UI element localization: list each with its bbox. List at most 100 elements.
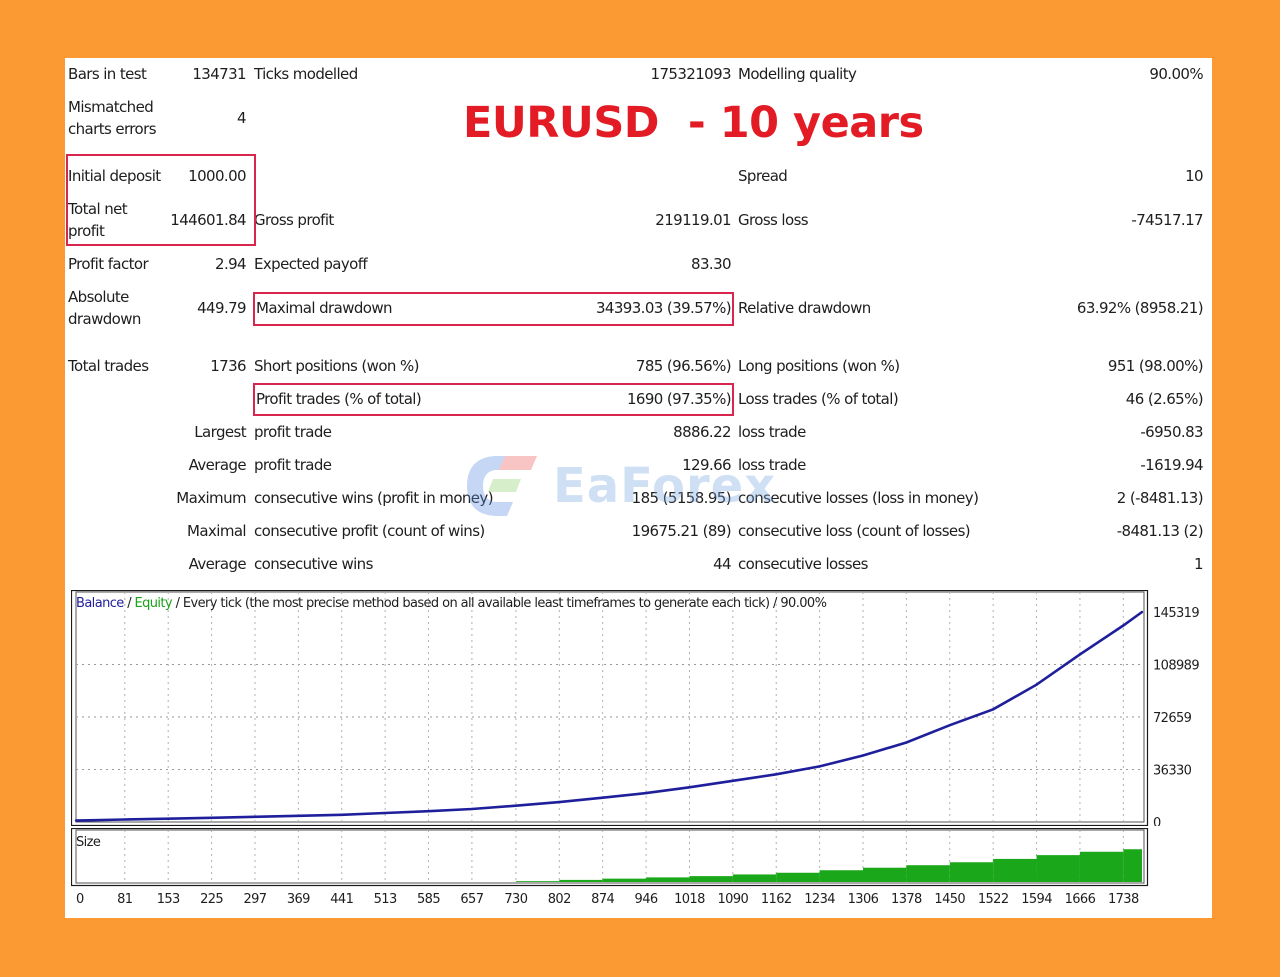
size-bar (602, 878, 647, 882)
x-tick-label: 657 (460, 892, 483, 907)
x-tick-label: 1594 (1021, 892, 1052, 907)
balance-point (688, 786, 691, 789)
long-positions-label: Long positions (won %) (738, 357, 900, 375)
size-bar (1036, 855, 1080, 882)
x-tick-label: 81 (117, 892, 133, 907)
absolute-drawdown-label-2: drawdown (68, 310, 141, 328)
balance-point (297, 814, 300, 817)
loss-trades-value: 46 (2.65%) (1125, 390, 1204, 408)
y-tick-label: 36330 (1153, 764, 1192, 779)
gross-loss-value: -74517.17 (1131, 211, 1203, 229)
x-tick-label: 802 (548, 892, 571, 907)
short-positions-value: 785 (96.56%) (635, 357, 732, 375)
maximal-label: Maximal (187, 522, 247, 540)
balance-point (340, 813, 343, 816)
largest-profit-value: 8886.22 (673, 423, 731, 441)
avg-consecutive-losses-value: 1 (1194, 555, 1204, 573)
maximum-label: Maximum (176, 489, 246, 507)
y-tick-label: 72659 (1153, 711, 1192, 726)
balance-point (470, 807, 474, 811)
size-bar (559, 879, 603, 882)
size-chart: Size 0 81 153 225 297 369 441 513 585 657 730 802 87… (71, 828, 1149, 907)
gross-profit-value: 219119.01 (655, 211, 731, 229)
size-bar (949, 862, 994, 882)
balance-point (427, 809, 430, 813)
size-bar (993, 858, 1037, 882)
watermark: EaForex (457, 446, 837, 526)
watermark-text: EaForex (553, 458, 777, 514)
maximal-consecutive-profit-value: 19675.21 (89) (631, 522, 732, 540)
report-title: EURUSD - 10 years (463, 98, 924, 148)
largest-loss-label: loss trade (738, 423, 806, 441)
balance-point (1122, 624, 1125, 627)
x-tick-label: 441 (330, 892, 353, 907)
x-tick-label: 0 (76, 892, 84, 907)
balance-point (905, 741, 908, 744)
size-bar (819, 870, 863, 882)
expected-payoff-value: 83.30 (691, 255, 732, 273)
profit-factor-label: Profit factor (68, 255, 149, 273)
x-tick-label: 1738 (1108, 892, 1139, 907)
balance-point (644, 791, 648, 795)
x-tick-label: 1666 (1065, 892, 1096, 907)
y-tick-label: 145319 (1153, 606, 1199, 621)
x-tick-label: 1378 (891, 892, 922, 907)
legend-separator: / (124, 596, 135, 611)
mismatched-value: 4 (237, 109, 247, 127)
bars-in-test-label: Bars in test (68, 65, 147, 83)
initial-deposit-label: Initial deposit (68, 167, 161, 185)
highlight-deposit-profit (66, 154, 256, 246)
relative-drawdown-label: Relative drawdown (738, 299, 871, 317)
mismatched-label-1: Mismatched (68, 98, 154, 116)
gross-profit-label: Gross profit (254, 211, 334, 229)
avg-consecutive-losses-label: consecutive losses (738, 555, 868, 573)
initial-deposit-value: 1000.00 (188, 167, 246, 185)
spread-label: Spread (738, 167, 788, 185)
gross-loss-label: Gross loss (738, 211, 809, 229)
long-positions-value: 951 (98.00%) (1107, 357, 1204, 375)
average-profit-label: profit trade (254, 456, 332, 474)
average-loss-value: -1619.94 (1140, 456, 1203, 474)
size-bar (646, 877, 690, 882)
modelling-quality-value: 90.00% (1149, 65, 1203, 83)
balance-chart-frame (71, 590, 1149, 826)
balance-point (775, 773, 778, 776)
x-tick-label: 946 (635, 892, 658, 907)
x-tick-label: 874 (591, 892, 614, 907)
balance-point (601, 796, 604, 799)
average-consecutive-label: Average (188, 555, 247, 573)
size-bar (906, 865, 950, 882)
max-consecutive-wins-label: consecutive wins (profit in money) (254, 489, 494, 507)
ticks-modelled-value: 175321093 (650, 65, 732, 83)
balance-line (75, 610, 1143, 822)
x-tick-label: 1090 (717, 892, 748, 907)
profit-trades-value: 1690 (97.35%) (626, 390, 732, 408)
balance-point (991, 708, 995, 711)
balance-chart: Balance / Equity / Every tick (the most … (71, 590, 1200, 826)
size-chart-legend: Size (76, 835, 101, 850)
x-tick-label: 1234 (804, 892, 835, 907)
balance-chart-plot-area (75, 591, 1145, 823)
balance-chart-grid (76, 592, 1144, 822)
balance-point (123, 818, 127, 821)
x-tick-label: 1306 (848, 892, 879, 907)
ticks-modelled-label: Ticks modelled (254, 65, 358, 83)
highlight-maximal-drawdown (253, 292, 734, 326)
report-panel: Bars in test 134731 Ticks modelled 17532… (65, 58, 1212, 918)
size-bar (1079, 851, 1124, 882)
size-bar (515, 881, 560, 882)
mismatched-label-2: charts errors (68, 120, 157, 138)
max-consecutive-losses-label: consecutive losses (loss in money) (738, 489, 979, 507)
x-tick-label: 1450 (934, 892, 965, 907)
largest-loss-value: -6950.83 (1140, 423, 1203, 441)
balance-point (731, 779, 735, 783)
x-tick-label: 369 (287, 892, 310, 907)
highlight-profit-trades (253, 383, 734, 416)
balance-point (210, 816, 213, 820)
balance-point (1078, 653, 1082, 656)
total-net-profit-label-2: profit (68, 222, 105, 240)
spread-value: 10 (1185, 167, 1203, 185)
profit-factor-value: 2.94 (215, 255, 247, 273)
x-tick-label: 513 (374, 892, 397, 907)
balance-point (383, 811, 387, 815)
